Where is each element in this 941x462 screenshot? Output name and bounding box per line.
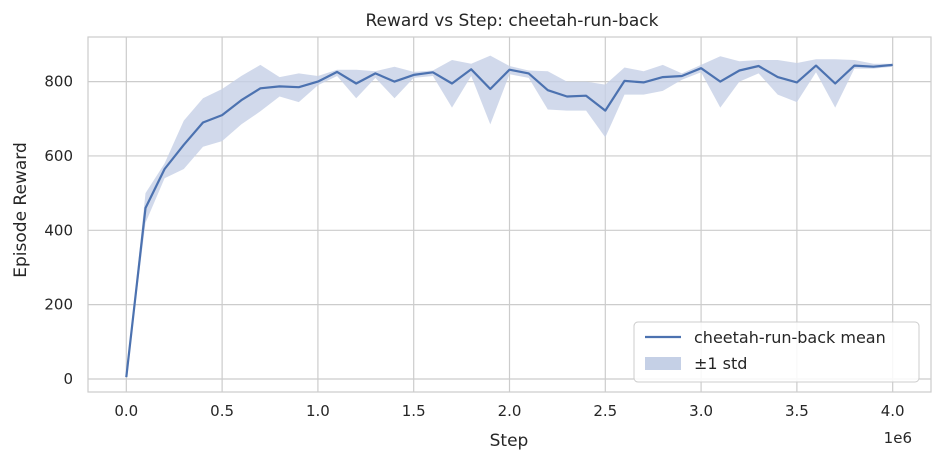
y-tick-label: 0 xyxy=(63,370,73,388)
y-axis-label: Episode Reward xyxy=(11,142,31,277)
y-tick-label: 800 xyxy=(44,73,73,91)
x-tick-label: 2.0 xyxy=(498,402,522,420)
legend: cheetah-run-back mean ±1 std xyxy=(633,321,920,383)
legend-std-label: ±1 std xyxy=(694,354,747,373)
chart-title: Reward vs Step: cheetah-run-back xyxy=(366,11,659,31)
x-tick-label: 3.0 xyxy=(689,402,713,420)
x-tick-label: 1.5 xyxy=(402,402,426,420)
x-tick-label: 0.0 xyxy=(114,402,138,420)
mean-line-layer xyxy=(125,63,893,378)
y-tick-label: 600 xyxy=(44,147,73,165)
tick-labels: 0.0 0.5 1.0 1.5 2.0 2.5 3.0 3.5 4.0 0 200 400 600 800 xyxy=(44,73,904,420)
mean-line xyxy=(125,63,893,378)
plot-frame xyxy=(87,36,932,393)
legend-box xyxy=(633,321,920,383)
x-offset-label: 1e6 xyxy=(884,429,912,447)
x-tick-label: 3.5 xyxy=(785,402,809,420)
y-tick-label: 400 xyxy=(44,221,73,239)
x-tick-label: 2.5 xyxy=(593,402,617,420)
x-tick-label: 0.5 xyxy=(210,402,234,420)
y-tick-label: 200 xyxy=(44,296,73,314)
x-tick-label: 1.0 xyxy=(306,402,330,420)
x-tick-label: 4.0 xyxy=(881,402,905,420)
legend-std-swatch xyxy=(645,357,681,370)
x-axis-label: Step xyxy=(490,431,529,451)
legend-mean-label: cheetah-run-back mean xyxy=(694,328,886,347)
